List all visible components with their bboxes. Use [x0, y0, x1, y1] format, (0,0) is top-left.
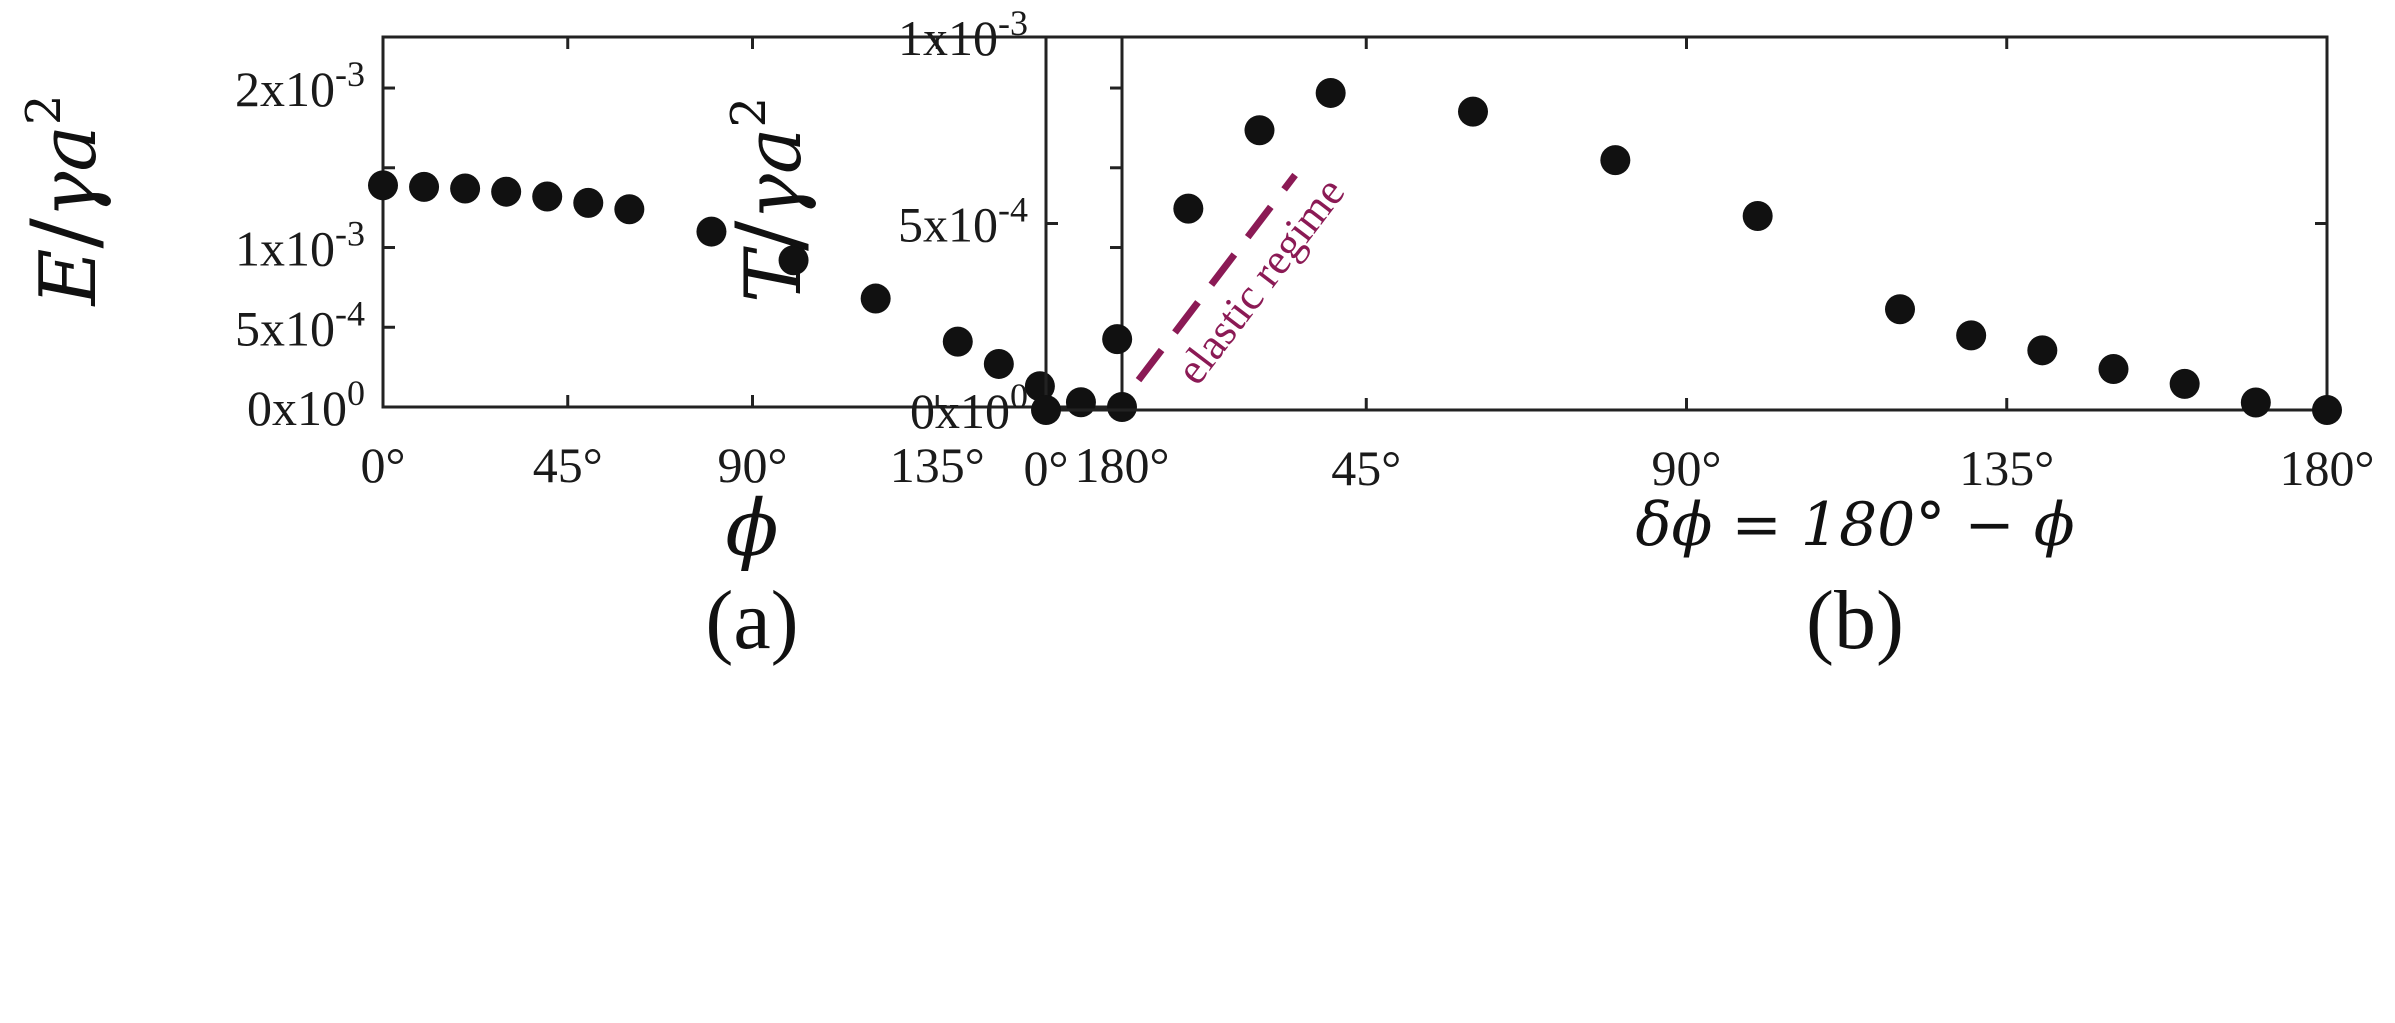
data-point: [532, 181, 563, 212]
data-point: [1065, 387, 1096, 418]
plot-frame: [1044, 35, 2329, 412]
data-point: [1885, 294, 1915, 325]
x-tick-label: 0°: [1024, 440, 1069, 496]
y-tick-label: 5x10-4: [898, 190, 1028, 253]
y-tick-label: 5x10-4: [235, 293, 365, 356]
y-tick-label: 0x100: [247, 373, 365, 436]
x-tick-label: 135°: [1959, 440, 2054, 496]
x-tick-label: 90°: [1652, 440, 1722, 496]
x-tick-label: 135°: [890, 437, 985, 493]
data-point: [409, 171, 440, 202]
data-point: [2027, 335, 2058, 366]
data-point: [778, 245, 809, 276]
panel-label: (a): [705, 574, 798, 667]
data-point: [450, 173, 481, 204]
data-point: [614, 194, 645, 225]
x-tick-label: 0°: [361, 437, 406, 493]
data-point: [1031, 395, 1061, 425]
y-axis-label: E/γa2: [12, 95, 117, 308]
data-point: [1107, 392, 1137, 422]
data-point: [573, 187, 604, 218]
data-point: [1742, 201, 1773, 232]
y-tick-label: 0x100: [910, 376, 1028, 439]
x-tick-label: 45°: [533, 437, 603, 493]
y-tick-label: 1x10-3: [235, 214, 365, 277]
data-point: [1102, 324, 1133, 355]
data-point: [1956, 320, 1987, 351]
panel-a: 0° 45° 90° 135° 180° 0x100 5x10-4 1x10-3 2x10-3 E…: [12, 35, 1170, 667]
x-tick-label: 180°: [1075, 437, 1170, 493]
data-point: [1458, 96, 1488, 127]
x-axis-label: ϕ: [725, 484, 778, 574]
data-point: [942, 326, 973, 357]
data-point: [2098, 353, 2129, 384]
data-point: [1315, 77, 1346, 108]
data-point: [2240, 387, 2271, 418]
data-point: [2169, 368, 2200, 399]
data-point: [491, 176, 522, 207]
x-axis-label: δϕ = 180° − ϕ: [1635, 490, 2074, 560]
y-tick-label: 2x10-3: [235, 54, 365, 117]
y-tick-label: 1x10-3: [898, 3, 1028, 66]
x-tick-label: 45°: [1331, 440, 1401, 496]
x-tick-label: 90°: [718, 437, 788, 493]
data-point: [696, 216, 727, 247]
data-point: [2312, 395, 2342, 425]
data-point: [1244, 115, 1275, 146]
y-axis-label: T/γa2: [717, 97, 822, 303]
data-point: [368, 170, 398, 201]
data-point: [983, 348, 1014, 379]
data-point: [860, 283, 891, 314]
x-tick-label: 180°: [2280, 440, 2375, 496]
data-point: [1600, 145, 1631, 176]
data-point: [1173, 193, 1204, 224]
panel-label: (b): [1806, 574, 1904, 667]
elastic-regime-line: [1135, 172, 1298, 383]
